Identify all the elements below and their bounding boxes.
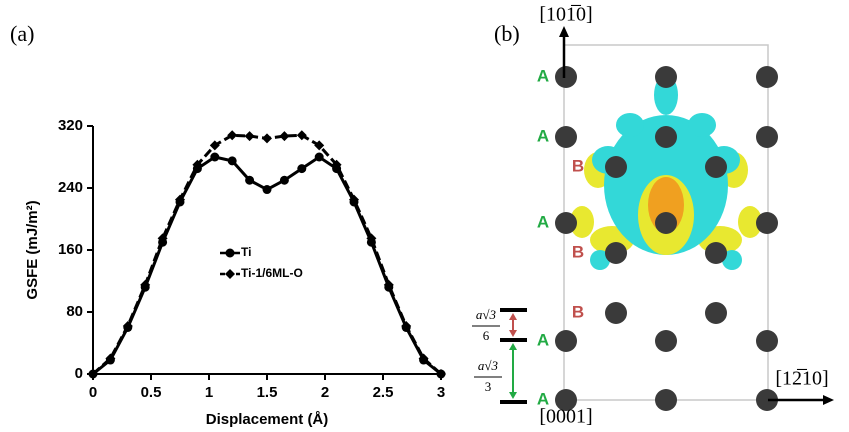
stacking-label: A xyxy=(537,66,549,85)
stacking-label: B xyxy=(572,156,584,175)
stacking-label: A xyxy=(537,212,549,231)
x-tick-label: 1 xyxy=(205,384,213,401)
stacking-label: A xyxy=(537,330,549,349)
y-tick-label: 160 xyxy=(58,241,83,258)
x-tick-label: 3 xyxy=(437,384,445,401)
stacking-label: B xyxy=(572,242,584,261)
stacking-label: A xyxy=(537,389,549,408)
marker xyxy=(279,131,289,141)
x-tick-label: 2.5 xyxy=(373,384,394,401)
direction-label: [101̅0] xyxy=(539,4,592,26)
x-axis-label: Displacement (Å) xyxy=(206,411,329,428)
marker xyxy=(315,153,324,162)
spacing-numerator: a√3 xyxy=(476,307,497,322)
arrow-head xyxy=(823,395,834,405)
marker xyxy=(263,185,272,194)
x-tick-label: 0.5 xyxy=(141,384,162,401)
figure: (a) Displacement (Å) GSFE (mJ/m²) (b) xyxy=(0,0,849,432)
legend-marker xyxy=(226,249,235,258)
spacing-denominator: 6 xyxy=(483,328,490,343)
marker xyxy=(297,164,306,173)
spacing-numerator: a√3 xyxy=(478,358,499,373)
marker xyxy=(280,176,289,185)
y-tick-label: 0 xyxy=(75,365,83,382)
arrow-head xyxy=(559,26,569,37)
marker xyxy=(245,131,255,141)
panel-b: (b) xyxy=(472,4,834,428)
x-tick-label: 1.5 xyxy=(257,384,278,401)
legend-label: Ti-1/6ML-O xyxy=(241,266,303,280)
marker xyxy=(245,176,254,185)
y-tick-label: 80 xyxy=(66,303,83,320)
stacking-label: B xyxy=(572,302,584,321)
legend-label: Ti xyxy=(241,245,251,259)
spacing-denominator: 3 xyxy=(485,379,492,394)
stacking-label: A xyxy=(537,126,549,145)
marker xyxy=(262,133,272,143)
panel-label: (a) xyxy=(10,21,34,46)
y-tick-label: 240 xyxy=(58,179,83,196)
y-tick-label: 320 xyxy=(58,117,83,134)
spacing-scale: a√3 6 a√3 3 xyxy=(472,307,527,402)
y-axis-label: GSFE (mJ/m²) xyxy=(24,200,41,299)
isosurface xyxy=(570,75,762,270)
x-tick-label: 0 xyxy=(89,384,97,401)
x-tick-label: 2 xyxy=(321,384,329,401)
stacking-labels: A A B A B B A A xyxy=(537,66,584,408)
direction-label: [0001] xyxy=(539,406,592,428)
panel-label: (b) xyxy=(494,21,520,46)
marker xyxy=(210,153,219,162)
series-line xyxy=(93,135,441,374)
legend-marker xyxy=(225,269,235,279)
marker xyxy=(228,156,237,165)
direction-label: [12̅10] xyxy=(775,368,828,390)
